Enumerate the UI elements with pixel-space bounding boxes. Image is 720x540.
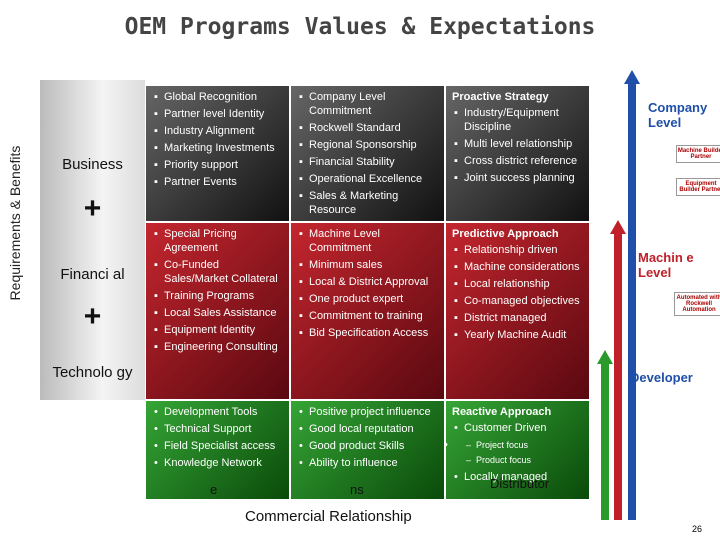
cell-item: Industry/Equipment Discipline <box>454 106 585 134</box>
cell-item: Positive project influence <box>299 405 440 419</box>
cell-heading: Proactive Strategy <box>452 91 549 103</box>
slide-title: OEM Programs Values & Expectations <box>124 14 596 40</box>
grid-cell: Reactive Approach Customer Driven Project … <box>445 400 590 500</box>
cell-item: Rockwell Standard <box>299 121 440 135</box>
cell-list: Relationship driven Machine consideration… <box>452 243 585 342</box>
cell-item: One product expert <box>299 292 440 306</box>
cell-item: Machine Level Commitment <box>299 227 440 255</box>
grid-cell: Special Pricing Agreement Co-Funded Sales… <box>145 222 290 400</box>
cell-item: Partner level Identity <box>154 107 285 121</box>
cell-item: Minimum sales <box>299 258 440 272</box>
left-panel-text: + <box>83 300 102 333</box>
cell-item: Ability to influence <box>299 456 440 470</box>
cell-item: Marketing Investments <box>154 141 285 155</box>
cell-item: Special Pricing Agreement <box>154 227 285 255</box>
cell-item: Local Sales Assistance <box>154 306 285 320</box>
cell-item: Equipment Identity <box>154 323 285 337</box>
left-panel-text: + <box>83 192 102 225</box>
arrows <box>597 70 640 520</box>
cell-item: Machine considerations <box>454 260 585 274</box>
cell-heading: Predictive Approach <box>452 228 559 240</box>
cell-item: Regional Sponsorship <box>299 138 440 152</box>
cell-subitem: Project focus <box>466 438 585 452</box>
left-panel: Business + Financi al + Technolo gy <box>40 80 145 400</box>
grid-cell: Development Tools Technical Support Field … <box>145 400 290 500</box>
text-fragment: ns <box>350 482 364 497</box>
cell-item: Knowledge Network <box>154 456 285 470</box>
sub-list: Project focusProduct focus <box>454 438 585 467</box>
partner-badge: Machine Builder Partner <box>676 145 720 163</box>
text-fragment: Distributor <box>490 476 550 491</box>
cell-list: Development Tools Technical Support Field … <box>152 405 285 470</box>
level-label: Developer <box>630 370 693 385</box>
grid-cell: Predictive Approach Relationship driven Ma… <box>445 222 590 400</box>
page-number: 26 <box>692 524 703 534</box>
cell-list: Machine Level Commitment Minimum sales Loc… <box>297 227 440 340</box>
cell-item: Locally managed <box>454 470 585 484</box>
cell-list: Customer Driven Project focusProduct focu… <box>446 421 585 484</box>
cell-item: Operational Excellence <box>299 172 440 186</box>
cell-list: Company Level Commitment Rockwell Standar… <box>297 90 440 217</box>
grid-cell: Machine Level Commitment Minimum sales Loc… <box>290 222 445 400</box>
cell-item: Multi level relationship <box>454 137 585 151</box>
cell-item: Bid Specification Access <box>299 326 440 340</box>
cell-item: Partner Events <box>154 175 285 189</box>
level-label: Company Level <box>648 100 708 130</box>
cell-item: Yearly Machine Audit <box>454 328 585 342</box>
cell-item: Local relationship <box>454 277 585 291</box>
cell-item: Good product Skills <box>299 439 440 453</box>
cell-item: Co-Funded Sales/Market Collateral <box>154 258 285 286</box>
grid-cell: Proactive Strategy Industry/Equipment Dis… <box>445 85 590 222</box>
cell-item: Joint success planning <box>454 171 585 185</box>
cell-item: Customer Driven <box>454 421 585 435</box>
grid-cell: Positive project influence Good local rep… <box>290 400 445 500</box>
cell-item: Financial Stability <box>299 155 440 169</box>
left-panel-text: Technolo gy <box>52 364 133 381</box>
grid-cell: Company Level Commitment Rockwell Standar… <box>290 85 445 222</box>
cell-item: Technical Support <box>154 422 285 436</box>
cell-item: District managed <box>454 311 585 325</box>
cell-heading: Reactive Approach <box>452 406 552 418</box>
cell-item: Field Specialist access <box>154 439 285 453</box>
developer-arrow <box>597 350 613 520</box>
cell-item: Training Programs <box>154 289 285 303</box>
cell-list: Industry/Equipment Discipline Multi level… <box>452 106 585 185</box>
level-label: Machin e Level <box>638 250 694 280</box>
cell-item: Global Recognition <box>154 90 285 104</box>
cell-list: Special Pricing Agreement Co-Funded Sales… <box>152 227 285 354</box>
company-arrow <box>624 70 640 520</box>
bottom-label: Commercial Relationship <box>245 508 412 525</box>
left-panel-text: Business <box>62 156 123 173</box>
partner-badge: Equipment Builder Partner <box>676 178 720 196</box>
cell-subgroup: Project focusProduct focus <box>446 438 585 467</box>
partner-badge: Automated with Rockwell Automation <box>674 292 720 316</box>
side-label: Requirements & Benefits <box>7 145 23 301</box>
cell-item: Relationship driven <box>454 243 585 257</box>
cell-item: Cross district reference <box>454 154 585 168</box>
cell-item: Co-managed objectives <box>454 294 585 308</box>
grid-cell: Global Recognition Partner level Identity… <box>145 85 290 222</box>
cell-item: Company Level Commitment <box>299 90 440 118</box>
cell-item: Priority support <box>154 158 285 172</box>
cell-item: Sales & Marketing Resource <box>299 189 440 217</box>
text-fragment: e <box>210 482 218 497</box>
cell-item: Industry Alignment <box>154 124 285 138</box>
cell-item: Local & District Approval <box>299 275 440 289</box>
left-panel-text: Financi al <box>60 266 125 283</box>
machine-arrow <box>610 220 626 520</box>
cell-list: Global Recognition Partner level Identity… <box>152 90 285 189</box>
cell-item: Commitment to training <box>299 309 440 323</box>
cell-item: Development Tools <box>154 405 285 419</box>
cell-item: Good local reputation <box>299 422 440 436</box>
cell-list: Positive project influence Good local rep… <box>297 405 440 470</box>
cell-subitem: Product focus <box>466 453 585 467</box>
cell-item: Engineering Consulting <box>154 340 285 354</box>
